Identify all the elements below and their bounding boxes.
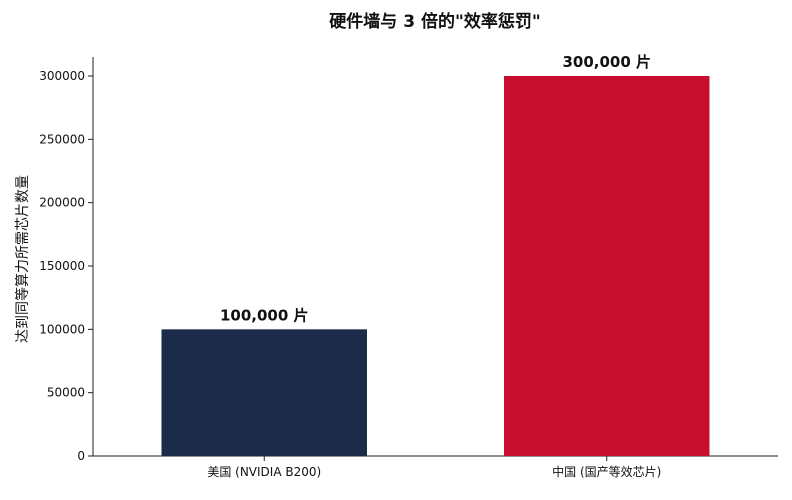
y-tick-label: 300000 — [39, 69, 85, 83]
x-tick-label: 美国 (NVIDIA B200) — [207, 465, 321, 479]
y-tick-label: 50000 — [47, 386, 85, 400]
chart-title: 硬件墙与 3 倍的"效率惩罚" — [329, 11, 540, 32]
plot-area: 0 50000 100000 150000 200000 250000 300000 美国 (… — [39, 53, 778, 479]
data-label: 100,000 片 — [220, 306, 309, 324]
y-tick-label: 100000 — [39, 322, 85, 336]
bar — [504, 76, 710, 456]
y-tick-label: 150000 — [39, 259, 85, 273]
y-tick-label: 0 — [77, 449, 85, 463]
y-tick-label: 200000 — [39, 196, 85, 210]
x-tick-label: 中国 (国产等效芯片) — [552, 464, 661, 479]
bar — [161, 329, 367, 456]
data-label: 300,000 片 — [562, 53, 651, 71]
y-tick-label: 250000 — [39, 132, 85, 146]
y-axis-label: 达到同等算力所需芯片数量 — [14, 175, 31, 343]
